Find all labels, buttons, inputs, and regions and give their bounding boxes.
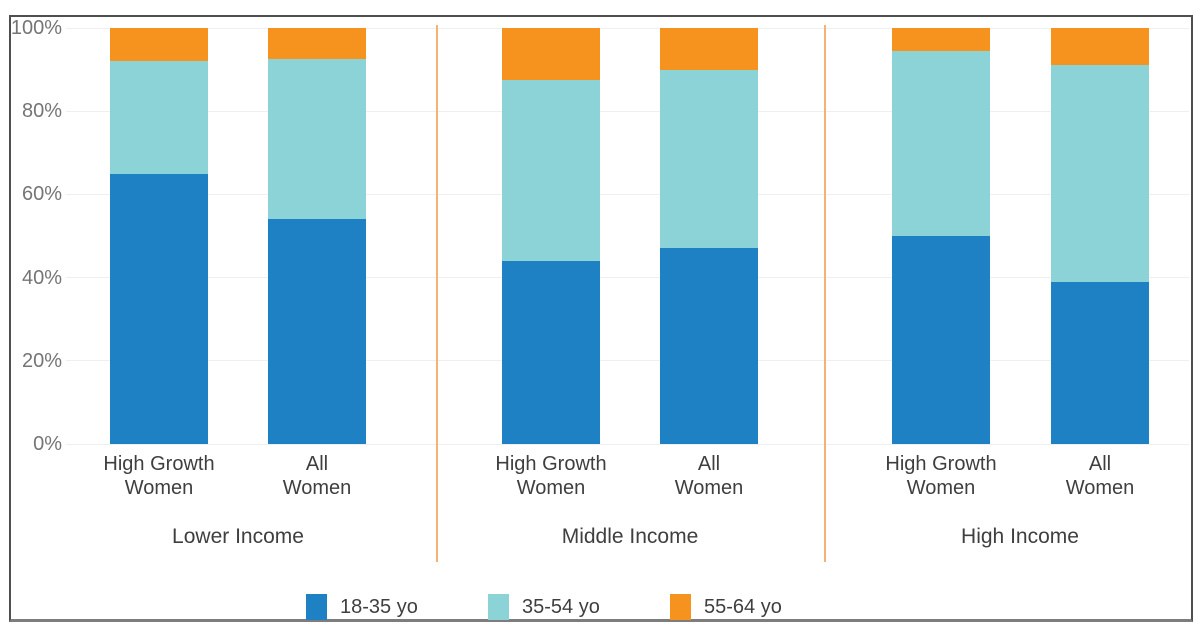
y-tick-label: 20% bbox=[21, 349, 62, 372]
group-label: Lower Income bbox=[172, 525, 304, 548]
legend-swatch-55-64-yo bbox=[670, 594, 691, 620]
bar-category-label: High Growth Women bbox=[495, 453, 607, 499]
group-label: High Income bbox=[961, 525, 1079, 548]
bar-category-label: All Women bbox=[1065, 453, 1135, 499]
legend-swatch-35-54-yo bbox=[488, 594, 509, 620]
bar-category-label: High Growth Women bbox=[885, 453, 997, 499]
gridline bbox=[66, 27, 1189, 29]
gridline bbox=[66, 277, 1189, 279]
legend-swatch-18-35-yo bbox=[306, 594, 327, 620]
bar-segment-35-54-yo bbox=[502, 80, 600, 261]
group-label: Middle Income bbox=[561, 525, 699, 548]
bar-segment-55-64-yo bbox=[110, 28, 208, 62]
stacked-bar bbox=[660, 28, 758, 444]
bar-segment-35-54-yo bbox=[892, 50, 990, 236]
bar-segment-35-54-yo bbox=[268, 59, 366, 220]
bar-segment-55-64-yo bbox=[502, 28, 600, 81]
stacked-bar bbox=[268, 28, 366, 444]
bar-segment-18-35-yo bbox=[502, 260, 600, 444]
stacked-bar bbox=[110, 28, 208, 444]
bar-segment-18-35-yo bbox=[1051, 281, 1149, 444]
gridline bbox=[66, 443, 1189, 445]
y-tick-label: 0% bbox=[33, 433, 62, 455]
bar-segment-55-64-yo bbox=[268, 28, 366, 60]
stacked-bar bbox=[502, 28, 600, 444]
stacked-bar bbox=[1051, 28, 1149, 444]
gridline bbox=[66, 193, 1189, 195]
bar-category-label: All Women bbox=[674, 453, 744, 499]
bar-segment-55-64-yo bbox=[1051, 28, 1149, 66]
bar-segment-18-35-yo bbox=[892, 236, 990, 444]
bar-segment-55-64-yo bbox=[892, 28, 990, 51]
bar-segment-18-35-yo bbox=[660, 248, 758, 444]
bar-segment-35-54-yo bbox=[110, 61, 208, 174]
gridline bbox=[66, 360, 1189, 362]
bar-segment-35-54-yo bbox=[660, 69, 758, 249]
stacked-bar bbox=[892, 28, 990, 444]
legend-label: 35-54 yo bbox=[522, 596, 600, 618]
group-separator-line bbox=[436, 25, 438, 562]
y-tick-label: 100% bbox=[10, 17, 62, 39]
y-tick-label: 60% bbox=[21, 183, 62, 206]
bar-segment-55-64-yo bbox=[660, 28, 758, 70]
legend-label: 18-35 yo bbox=[340, 596, 418, 618]
gridline bbox=[66, 110, 1189, 112]
bar-segment-18-35-yo bbox=[268, 219, 366, 444]
legend-label: 55-64 yo bbox=[704, 596, 782, 618]
bar-category-label: All Women bbox=[282, 453, 352, 499]
bar-segment-35-54-yo bbox=[1051, 65, 1149, 282]
bar-segment-18-35-yo bbox=[110, 173, 208, 444]
y-tick-label: 40% bbox=[21, 266, 62, 289]
group-separator-line bbox=[824, 25, 826, 562]
bar-category-label: High Growth Women bbox=[103, 453, 215, 499]
y-tick-label: 80% bbox=[21, 100, 62, 123]
chart-frame-border bbox=[9, 15, 1193, 622]
